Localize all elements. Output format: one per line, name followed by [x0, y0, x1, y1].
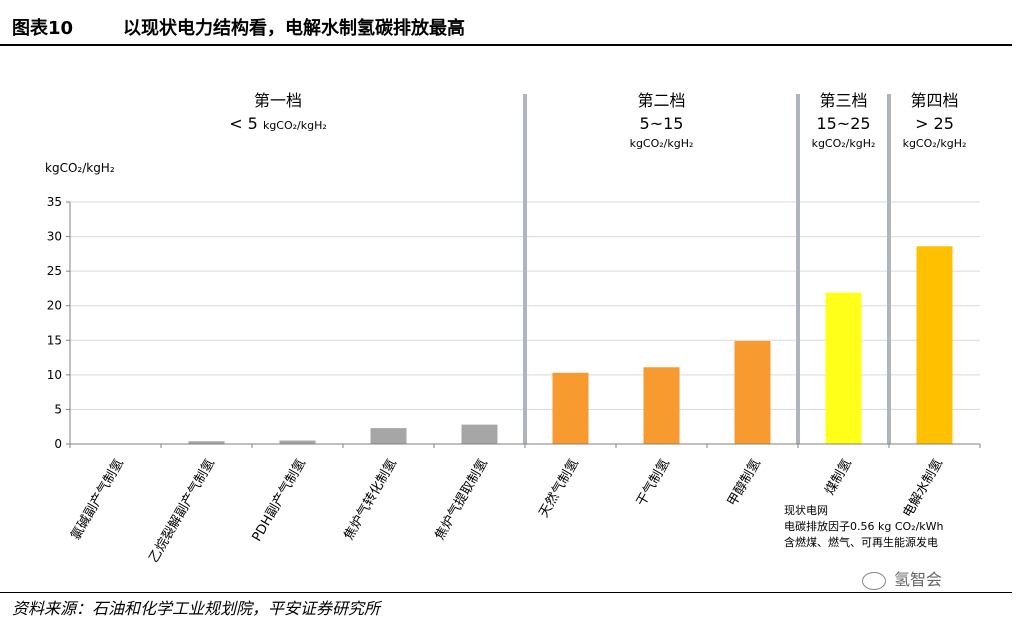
- tier-range: > 25: [915, 114, 954, 133]
- x-tick-label: PDH副产气制氢: [249, 456, 309, 544]
- grid-annotation-line: 含燃煤、燃气、可再生能源发电: [784, 535, 938, 549]
- tier-range-unit: kgCO₂/kgH₂: [263, 119, 327, 132]
- x-tick-label: 乙烷裂解副产气制氢: [146, 456, 218, 565]
- x-tick-label: 氯碱副产气制氢: [68, 456, 127, 543]
- tier-unit: kgCO₂/kgH₂: [812, 137, 876, 150]
- tier-range: 5~15: [640, 114, 684, 133]
- x-tick-label: 天然气制氢: [536, 456, 582, 520]
- y-tick-label: 10: [47, 368, 62, 382]
- x-tick-label: 干气制氢: [633, 456, 673, 509]
- tier-unit: kgCO₂/kgH₂: [903, 137, 967, 150]
- x-tick-label: 焦炉气转化制氢: [341, 456, 400, 543]
- bar: [279, 440, 316, 444]
- y-tick-label: 15: [47, 333, 62, 347]
- tier-name: 第一档: [254, 91, 302, 110]
- tier-dividers: [523, 94, 891, 444]
- y-tick-label: 5: [54, 402, 62, 416]
- watermark-text: 氢智会: [894, 570, 943, 589]
- tier-range-value: < 5: [229, 114, 263, 133]
- figure-label: 图表10: [12, 18, 74, 39]
- bar: [461, 424, 498, 444]
- tier-name: 第三档: [819, 91, 867, 110]
- x-tick-label: 甲醇制氢: [724, 456, 764, 509]
- tier-name: 第四档: [910, 91, 958, 110]
- tier-range: < 5 kgCO₂/kgH₂: [229, 114, 327, 133]
- grid-annotation-line: 现状电网: [784, 503, 828, 517]
- bar: [825, 292, 862, 444]
- x-tick-label: 电解水制氢: [900, 457, 945, 521]
- x-tick-label: 煤制氢: [822, 457, 854, 498]
- bars: [97, 246, 953, 445]
- figure-title: 以现状电力结构看，电解水制氢碳排放最高: [123, 18, 465, 39]
- figure-header: 图表10 以现状电力结构看，电解水制氢碳排放最高: [0, 0, 1012, 46]
- tier-range: 15~25: [816, 114, 870, 133]
- tier-name: 第二档: [637, 91, 685, 110]
- x-tick-label: 焦炉气提取制氢: [432, 456, 491, 543]
- source-note: 资料来源：石油和化学工业规划院，平安证券研究所: [12, 599, 381, 618]
- bar: [643, 367, 680, 444]
- tier-unit: kgCO₂/kgH₂: [630, 137, 694, 150]
- source-rule: [0, 592, 1012, 593]
- y-axis-label: kgCO₂/kgH₂: [45, 161, 115, 175]
- y-tick-label: 35: [47, 195, 62, 209]
- bar: [370, 428, 407, 444]
- bar: [734, 340, 771, 444]
- bar: [916, 246, 953, 444]
- grid-annotation-line: 电碳排放因子0.56 kg CO₂/kWh: [784, 519, 944, 533]
- bar: [552, 372, 589, 444]
- y-tick-label: 30: [47, 230, 62, 244]
- wechat-icon: [862, 571, 886, 590]
- y-tick-label: 20: [47, 299, 62, 313]
- watermark: 氢智会: [862, 566, 942, 590]
- bar: [188, 441, 225, 444]
- axes: [66, 201, 981, 448]
- y-tick-label: 0: [54, 437, 62, 451]
- y-tick-label: 25: [47, 264, 62, 278]
